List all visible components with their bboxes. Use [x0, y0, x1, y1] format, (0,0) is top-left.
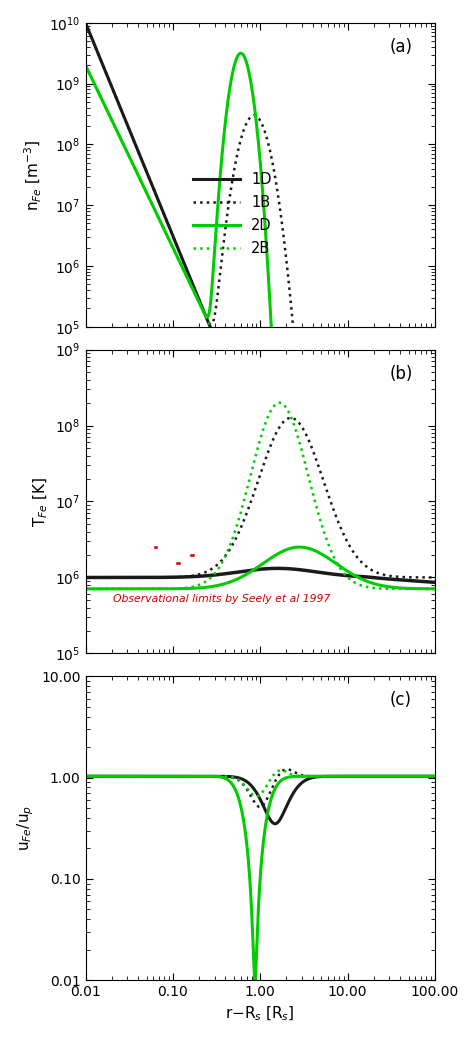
2D — [358, 381, 364, 393]
1B — [432, 381, 438, 393]
Line: 2D: 2D — [85, 53, 435, 387]
2B — [82, 59, 88, 72]
Y-axis label: n$_{Fe}$ [m$^{-3}$]: n$_{Fe}$ [m$^{-3}$] — [23, 139, 44, 211]
Text: (b): (b) — [390, 364, 413, 383]
2B — [422, 381, 428, 393]
1B — [422, 381, 428, 393]
1D — [432, 381, 438, 393]
1D — [422, 381, 428, 393]
2B — [358, 381, 364, 393]
1D — [232, 381, 238, 393]
2D — [253, 110, 258, 122]
1D — [82, 17, 88, 29]
Text: Observational limits by Seely et al 1997: Observational limits by Seely et al 1997 — [113, 594, 331, 604]
Line: 1B: 1B — [85, 23, 435, 387]
Y-axis label: u$_{Fe}$/u$_p$: u$_{Fe}$/u$_p$ — [15, 805, 36, 851]
1B — [422, 381, 428, 393]
1B — [82, 17, 88, 29]
2D — [244, 56, 249, 69]
2D — [432, 381, 438, 393]
Text: (c): (c) — [390, 691, 411, 709]
Line: 1D: 1D — [85, 23, 435, 387]
2B — [232, 381, 237, 393]
2B — [432, 381, 438, 393]
1B — [295, 381, 301, 393]
1D — [422, 381, 428, 393]
1D — [100, 60, 106, 73]
1B — [358, 381, 364, 393]
1B — [243, 117, 249, 130]
X-axis label: r−R$_s$ [R$_s$]: r−R$_s$ [R$_s$] — [226, 1005, 295, 1023]
Y-axis label: T$_{Fe}$ [K]: T$_{Fe}$ [K] — [31, 476, 50, 526]
2B — [253, 381, 258, 393]
2D — [100, 97, 106, 109]
2B — [422, 381, 428, 393]
1D — [244, 381, 249, 393]
2D — [82, 59, 88, 72]
Legend: 1D, 1B, 2D, 2B: 1D, 1B, 2D, 2B — [187, 166, 278, 263]
1B — [100, 60, 106, 73]
2B — [100, 97, 106, 109]
1D — [253, 381, 258, 393]
2D — [272, 381, 277, 393]
2D — [238, 47, 244, 59]
Line: 2B: 2B — [85, 65, 435, 387]
1B — [253, 109, 258, 121]
Text: (a): (a) — [390, 38, 412, 56]
2D — [422, 381, 428, 393]
1D — [358, 381, 364, 393]
2B — [244, 381, 249, 393]
2D — [422, 381, 428, 393]
